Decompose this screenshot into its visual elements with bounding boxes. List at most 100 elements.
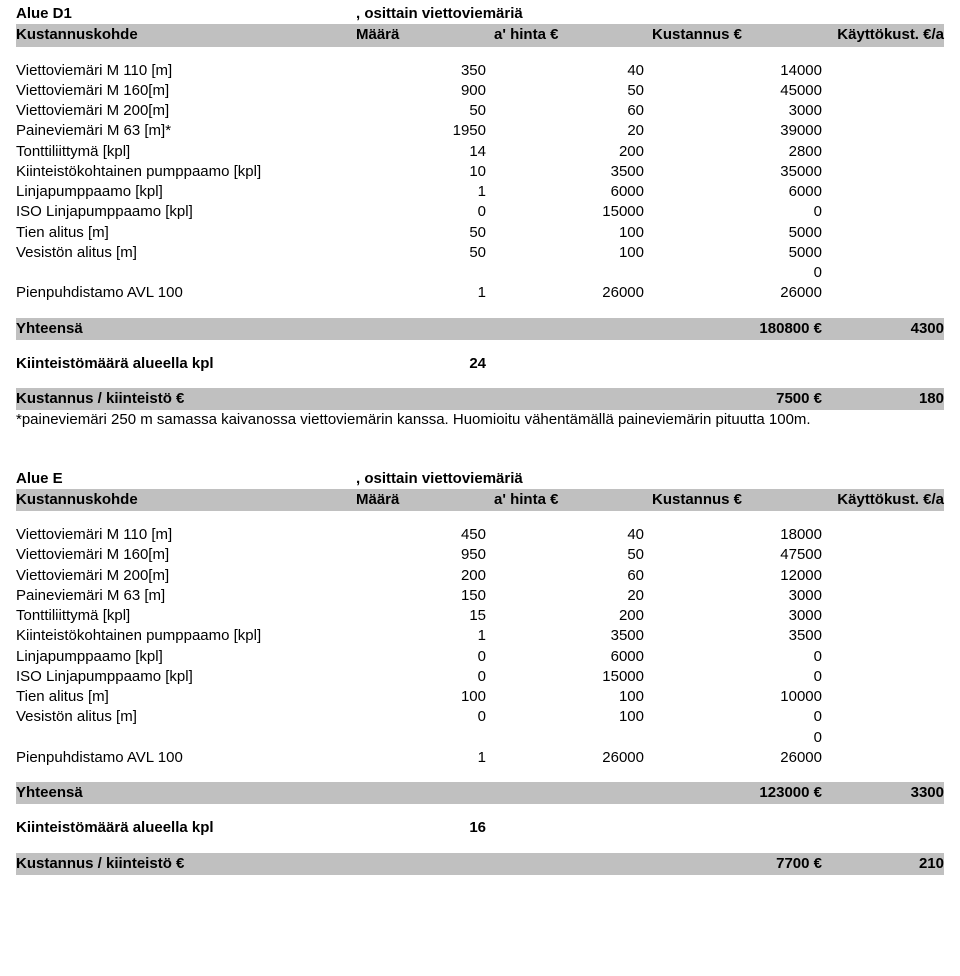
cell-qty: 900 (356, 81, 494, 101)
cell-label: Viettoviemäri M 160[m] (16, 81, 356, 101)
cell-price: 60 (494, 566, 652, 586)
cell-label: Viettoviemäri M 110 [m] (16, 525, 356, 545)
cell-qty: 200 (356, 566, 494, 586)
cell-cost: 0 (652, 263, 830, 283)
cell-qty: 1950 (356, 121, 494, 141)
cell-price: 100 (494, 223, 652, 243)
cell-label: Linjapumppaamo [kpl] (16, 182, 356, 202)
cell-price: 100 (494, 707, 652, 727)
per-cost: 7700 € (652, 854, 830, 874)
cell-price: 60 (494, 101, 652, 121)
section-e-count: Kiinteistömäärä alueella kpl 16 (16, 818, 944, 838)
count-value: 16 (356, 818, 494, 838)
cell-cost: 14000 (652, 61, 830, 81)
cell-label: Kiinteistökohtainen pumppaamo [kpl] (16, 626, 356, 646)
cell-label: Pienpuhdistamo AVL 100 (16, 283, 356, 303)
cell-qty: 150 (356, 586, 494, 606)
cell-qty: 450 (356, 525, 494, 545)
table-row: Pienpuhdistamo AVL 10012600026000 (16, 283, 944, 303)
cell-label: Kiinteistökohtainen pumppaamo [kpl] (16, 162, 356, 182)
total-label: Yhteensä (16, 783, 356, 803)
cell-qty: 950 (356, 545, 494, 565)
cell-qty: 50 (356, 243, 494, 263)
cell-price: 50 (494, 545, 652, 565)
per-cost: 7500 € (652, 389, 830, 409)
cell-cost: 39000 (652, 121, 830, 141)
section-e-title-left: Alue E (16, 469, 356, 489)
hdr-label: Kustannuskohde (16, 25, 356, 45)
cell-price: 200 (494, 142, 652, 162)
cell-qty: 350 (356, 61, 494, 81)
cell-price: 26000 (494, 748, 652, 768)
per-usage: 180 (830, 389, 944, 409)
table-row: Vesistön alitus [m]501005000 (16, 243, 944, 263)
cell-price: 50 (494, 81, 652, 101)
section-e-title: Alue E , osittain viettoviemäriä (16, 469, 944, 489)
table-row: Pienpuhdistamo AVL 10012600026000 (16, 748, 944, 768)
table-row: Viettoviemäri M 200[m]50603000 (16, 101, 944, 121)
cell-price: 200 (494, 606, 652, 626)
cell-qty: 50 (356, 223, 494, 243)
cell-cost: 6000 (652, 182, 830, 202)
cell-cost: 12000 (652, 566, 830, 586)
hdr-price: a' hinta € (494, 25, 652, 45)
cell-cost: 5000 (652, 223, 830, 243)
table-row: Vesistön alitus [m]01000 (16, 707, 944, 727)
per-label: Kustannus / kiinteistö € (16, 854, 356, 874)
cell-qty: 0 (356, 647, 494, 667)
cell-cost: 3500 (652, 626, 830, 646)
table-row: Kiinteistökohtainen pumppaamo [kpl]10350… (16, 162, 944, 182)
table-row: 0 (16, 728, 944, 748)
cell-price: 20 (494, 586, 652, 606)
hdr-usage: Käyttökust. €/a (830, 25, 944, 45)
total-cost: 180800 € (652, 319, 830, 339)
hdr-qty: Määrä (356, 25, 494, 45)
cell-cost: 26000 (652, 748, 830, 768)
hdr-cost: Kustannus € (652, 490, 830, 510)
cell-label: Viettoviemäri M 200[m] (16, 566, 356, 586)
section-d1-footnote: *paineviemäri 250 m samassa kaivanossa v… (16, 410, 944, 430)
cell-cost: 3000 (652, 101, 830, 121)
section-d1-total: Yhteensä 180800 € 4300 (16, 318, 944, 340)
cell-qty: 1 (356, 626, 494, 646)
cell-price: 15000 (494, 667, 652, 687)
section-d1-header: Kustannuskohde Määrä a' hinta € Kustannu… (16, 24, 944, 46)
cell-qty: 1 (356, 283, 494, 303)
cell-cost: 26000 (652, 283, 830, 303)
cell-cost: 3000 (652, 606, 830, 626)
section-e-rows: Viettoviemäri M 110 [m]4504018000Viettov… (16, 525, 944, 768)
cell-price: 6000 (494, 647, 652, 667)
cell-qty: 100 (356, 687, 494, 707)
section-e-header: Kustannuskohde Määrä a' hinta € Kustannu… (16, 489, 944, 511)
cell-price: 6000 (494, 182, 652, 202)
cell-cost: 0 (652, 667, 830, 687)
cell-price: 15000 (494, 202, 652, 222)
section-e-total: Yhteensä 123000 € 3300 (16, 782, 944, 804)
cell-qty: 14 (356, 142, 494, 162)
hdr-price: a' hinta € (494, 490, 652, 510)
cell-qty: 1 (356, 182, 494, 202)
cell-label: Tien alitus [m] (16, 687, 356, 707)
table-row: Tien alitus [m]10010010000 (16, 687, 944, 707)
section-d1-title-left: Alue D1 (16, 4, 356, 24)
cell-cost: 5000 (652, 243, 830, 263)
cell-price: 26000 (494, 283, 652, 303)
table-row: Viettoviemäri M 110 [m]4504018000 (16, 525, 944, 545)
hdr-usage: Käyttökust. €/a (830, 490, 944, 510)
table-row: Viettoviemäri M 110 [m]3504014000 (16, 61, 944, 81)
cell-price: 100 (494, 243, 652, 263)
section-d1: Alue D1 , osittain viettoviemäriä Kustan… (16, 4, 944, 431)
hdr-label: Kustannuskohde (16, 490, 356, 510)
section-e: Alue E , osittain viettoviemäriä Kustann… (16, 469, 944, 875)
cell-cost: 0 (652, 202, 830, 222)
cell-price: 40 (494, 61, 652, 81)
cell-cost: 2800 (652, 142, 830, 162)
cell-label: ISO Linjapumppaamo [kpl] (16, 667, 356, 687)
table-row: 0 (16, 263, 944, 283)
count-label: Kiinteistömäärä alueella kpl (16, 354, 356, 374)
cell-label: Paineviemäri M 63 [m]* (16, 121, 356, 141)
cell-qty: 0 (356, 202, 494, 222)
count-value: 24 (356, 354, 494, 374)
table-row: Kiinteistökohtainen pumppaamo [kpl]1 3500… (16, 626, 944, 646)
section-e-per: Kustannus / kiinteistö € 7700 € 210 (16, 853, 944, 875)
